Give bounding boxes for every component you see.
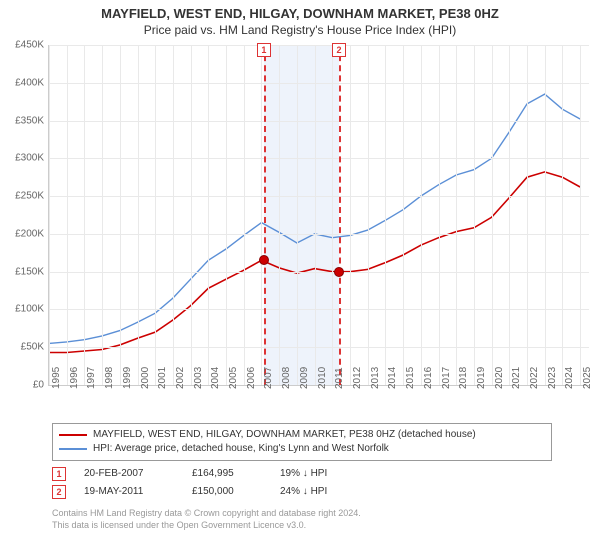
x-axis-label: 2008	[281, 367, 292, 389]
y-axis-label: £250K	[6, 191, 44, 202]
legend-item: MAYFIELD, WEST END, HILGAY, DOWNHAM MARK…	[59, 428, 545, 442]
x-axis-label: 2006	[246, 367, 257, 389]
plot-area: 12	[48, 45, 589, 386]
y-axis-label: £150K	[6, 266, 44, 277]
x-axis-label: 1997	[86, 367, 97, 389]
event-marker-line	[264, 45, 266, 385]
x-axis-label: 2022	[529, 367, 540, 389]
x-axis-label: 2017	[441, 367, 452, 389]
event-marker-box: 1	[257, 43, 271, 57]
legend-item: HPI: Average price, detached house, King…	[59, 442, 545, 456]
legend-swatch	[59, 448, 87, 450]
x-axis-label: 1996	[69, 367, 80, 389]
x-axis-label: 2007	[263, 367, 274, 389]
x-axis-label: 2019	[476, 367, 487, 389]
chart-area: 12 £0£50K£100K£150K£200K£250K£300K£350K£…	[6, 39, 594, 419]
y-axis-label: £50K	[6, 342, 44, 353]
x-axis-label: 2003	[193, 367, 204, 389]
x-axis-label: 2013	[370, 367, 381, 389]
event-price: £150,000	[192, 483, 262, 501]
y-axis-label: £300K	[6, 153, 44, 164]
legend-swatch	[59, 434, 87, 436]
event-date: 19-MAY-2011	[84, 483, 174, 501]
x-axis-label: 2018	[458, 367, 469, 389]
x-axis-label: 2016	[423, 367, 434, 389]
event-marker-dot	[259, 255, 269, 265]
x-axis-label: 2004	[210, 367, 221, 389]
event-diff: 19% ↓ HPI	[280, 465, 370, 483]
x-axis-label: 2001	[157, 367, 168, 389]
legend-label: MAYFIELD, WEST END, HILGAY, DOWNHAM MARK…	[93, 428, 476, 442]
copyright-line: This data is licensed under the Open Gov…	[52, 519, 592, 531]
y-axis-label: £350K	[6, 115, 44, 126]
x-axis-label: 1999	[122, 367, 133, 389]
chart-subtitle: Price paid vs. HM Land Registry's House …	[6, 23, 594, 37]
event-marker-box: 2	[332, 43, 346, 57]
y-axis-label: £400K	[6, 77, 44, 88]
copyright-line: Contains HM Land Registry data © Crown c…	[52, 507, 592, 519]
x-axis-label: 2014	[387, 367, 398, 389]
event-marker-box: 2	[52, 485, 66, 499]
x-axis-label: 2015	[405, 367, 416, 389]
y-axis-label: £450K	[6, 40, 44, 51]
x-axis-label: 2020	[494, 367, 505, 389]
legend: MAYFIELD, WEST END, HILGAY, DOWNHAM MARK…	[52, 423, 552, 461]
x-axis-label: 2005	[228, 367, 239, 389]
events-table: 1 20-FEB-2007 £164,995 19% ↓ HPI 2 19-MA…	[52, 465, 552, 501]
event-price: £164,995	[192, 465, 262, 483]
copyright: Contains HM Land Registry data © Crown c…	[52, 507, 592, 531]
event-row: 2 19-MAY-2011 £150,000 24% ↓ HPI	[52, 483, 552, 501]
x-axis-label: 2012	[352, 367, 363, 389]
event-date: 20-FEB-2007	[84, 465, 174, 483]
y-axis-label: £200K	[6, 228, 44, 239]
x-axis-label: 2021	[511, 367, 522, 389]
event-marker-line	[339, 45, 341, 385]
page: MAYFIELD, WEST END, HILGAY, DOWNHAM MARK…	[0, 0, 600, 560]
chart-title: MAYFIELD, WEST END, HILGAY, DOWNHAM MARK…	[6, 6, 594, 21]
event-marker-dot	[334, 267, 344, 277]
legend-label: HPI: Average price, detached house, King…	[93, 442, 389, 456]
x-axis-label: 2024	[564, 367, 575, 389]
event-row: 1 20-FEB-2007 £164,995 19% ↓ HPI	[52, 465, 552, 483]
x-axis-label: 2011	[334, 367, 345, 389]
chart-svg	[49, 45, 589, 385]
x-axis-label: 2009	[299, 367, 310, 389]
x-axis-label: 2023	[547, 367, 558, 389]
event-marker-box: 1	[52, 467, 66, 481]
x-axis-label: 2000	[140, 367, 151, 389]
y-axis-label: £100K	[6, 304, 44, 315]
y-axis-label: £0	[6, 380, 44, 391]
event-diff: 24% ↓ HPI	[280, 483, 370, 501]
x-axis-label: 2010	[317, 367, 328, 389]
x-axis-label: 1998	[104, 367, 115, 389]
x-axis-label: 1995	[51, 367, 62, 389]
x-axis-label: 2002	[175, 367, 186, 389]
x-axis-label: 2025	[582, 367, 593, 389]
